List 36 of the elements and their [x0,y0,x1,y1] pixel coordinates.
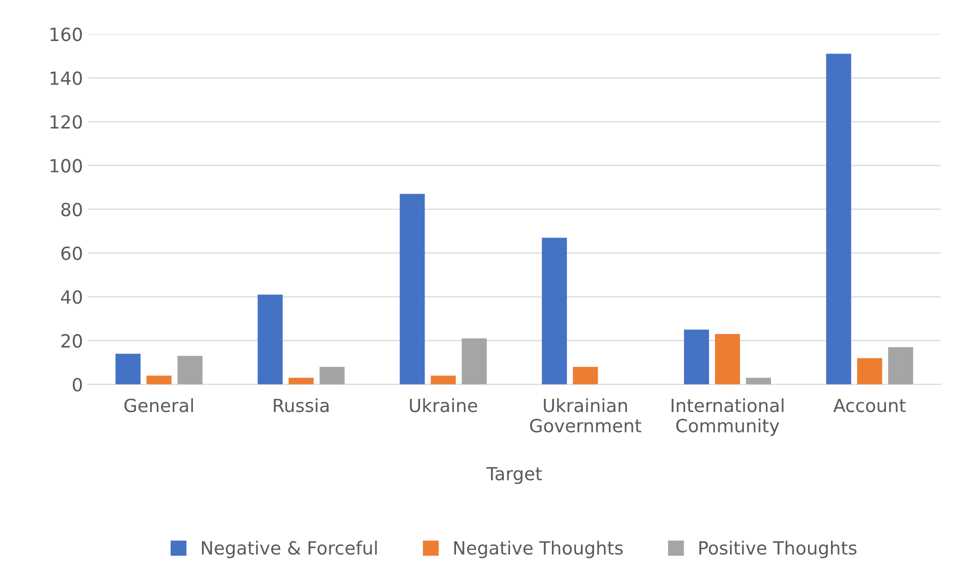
bar [542,238,567,384]
y-tick-label: 100 [50,158,82,173]
bar [746,378,772,384]
bar [462,338,487,384]
x-tick-label: General [124,398,193,412]
x-tick-label: Ukrainian Government [530,398,642,432]
legend-label: Positive Thoughts [699,540,856,558]
bar [684,330,710,384]
bar [430,376,456,384]
x-tick-label: International Community [672,398,784,436]
bar [857,358,882,384]
bar [320,366,345,384]
y-tick-label: 80 [61,202,82,216]
bar [572,366,598,384]
y-tick-label: 0 [72,378,82,392]
bar [400,194,425,384]
bar [258,294,283,384]
bar [288,378,314,384]
y-tick-label: 140 [50,71,82,85]
legend-label: Negative Thoughts [454,540,623,558]
y-tick-label: 40 [61,290,82,304]
x-tick-label: Ukraine [410,398,478,412]
bar [177,356,203,384]
bar [715,334,740,384]
x-axis-title: Target [486,467,542,484]
bar [146,376,172,384]
y-tick-label: 120 [50,115,82,129]
legend-label: Negative & Forceful [202,540,377,558]
x-tick-label: Account [833,398,906,412]
y-tick-label: 160 [50,28,82,42]
bar [116,354,141,384]
bar [826,54,852,384]
bar [888,347,914,384]
y-tick-label: 20 [61,334,82,348]
y-tick-label: 60 [61,246,82,260]
x-tick-label: Russia [274,398,329,412]
